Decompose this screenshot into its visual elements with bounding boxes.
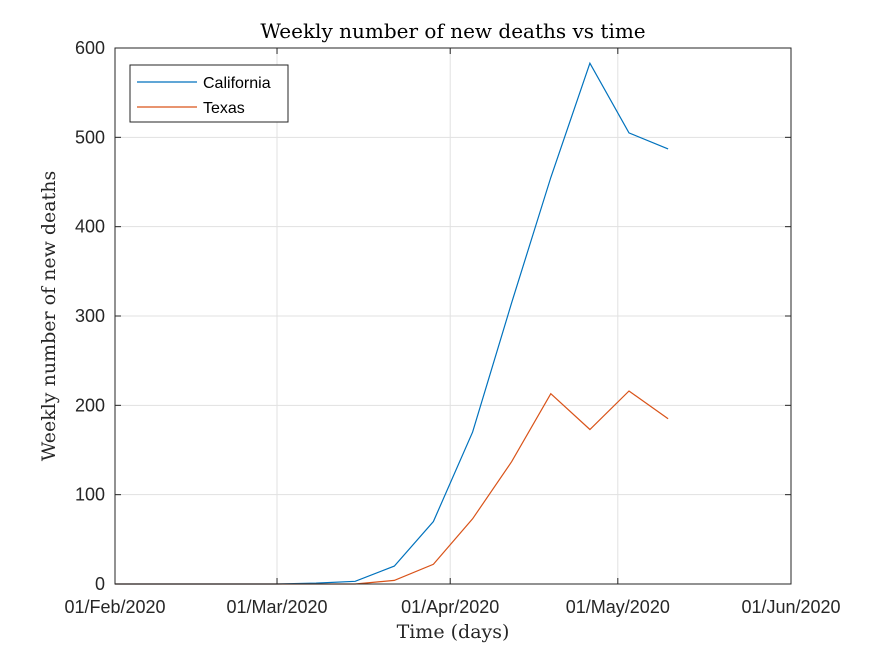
y-axis-label: Weekly number of new deaths bbox=[38, 171, 60, 462]
x-tick-label: 01/Feb/2020 bbox=[64, 597, 165, 617]
y-tick-labels: 0 100 200 300 400 500 600 bbox=[75, 38, 105, 594]
axis-ticks bbox=[114, 47, 792, 585]
legend-label-texas: Texas bbox=[203, 100, 245, 117]
y-tick-label: 500 bbox=[75, 127, 105, 147]
series-line-texas bbox=[115, 390, 669, 585]
legend: California Texas bbox=[129, 64, 289, 123]
legend-label-california: California bbox=[203, 75, 271, 92]
series-lines bbox=[115, 61, 669, 585]
x-tick-label: 01/May/2020 bbox=[566, 597, 670, 617]
x-tick-label: 01/Mar/2020 bbox=[226, 597, 327, 617]
y-tick-label: 200 bbox=[75, 395, 105, 415]
series-line-california bbox=[115, 61, 669, 585]
legend-box bbox=[129, 64, 289, 123]
y-tick-label: 300 bbox=[75, 306, 105, 326]
y-tick-label: 100 bbox=[75, 485, 105, 505]
y-tick-label: 600 bbox=[75, 38, 105, 58]
x-tick-label: 01/Jun/2020 bbox=[741, 597, 840, 617]
grid-lines bbox=[114, 47, 792, 585]
y-tick-label: 400 bbox=[75, 217, 105, 237]
x-tick-label: 01/Apr/2020 bbox=[401, 597, 499, 617]
x-tick-labels: 01/Feb/2020 01/Mar/2020 01/Apr/2020 01/May/… bbox=[64, 597, 840, 617]
chart-title: Weekly number of new deaths vs time bbox=[260, 19, 645, 43]
y-tick-label: 0 bbox=[95, 574, 105, 594]
x-axis-label: Time (days) bbox=[397, 621, 510, 643]
